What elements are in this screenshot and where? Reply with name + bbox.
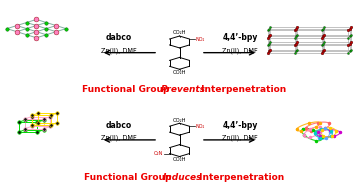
Text: Zn(II), DMF: Zn(II), DMF — [101, 135, 136, 141]
Text: dabco: dabco — [106, 121, 132, 130]
Text: Zn(II), DMF: Zn(II), DMF — [223, 135, 258, 141]
Text: Interpenetration: Interpenetration — [196, 173, 284, 182]
Text: 4,4’-bpy: 4,4’-bpy — [223, 33, 258, 42]
Text: CO₂H: CO₂H — [173, 117, 186, 122]
Text: NO₂: NO₂ — [196, 124, 205, 129]
Text: O₂N: O₂N — [153, 151, 163, 156]
Text: CO₂H: CO₂H — [173, 30, 186, 35]
Text: 4,4’-bpy: 4,4’-bpy — [223, 121, 258, 130]
Text: Functional Group: Functional Group — [82, 85, 172, 94]
Text: CO₂H: CO₂H — [173, 157, 186, 162]
Text: NO₂: NO₂ — [196, 36, 205, 42]
Text: Zn(II), DMF: Zn(II), DMF — [101, 47, 136, 54]
Text: dabco: dabco — [106, 33, 132, 42]
Text: Zn(II), DMF: Zn(II), DMF — [223, 47, 258, 54]
Text: Functional Group: Functional Group — [84, 173, 175, 182]
Text: Interpenetration: Interpenetration — [198, 85, 286, 94]
Text: CO₂H: CO₂H — [173, 70, 186, 75]
Text: Prevents: Prevents — [161, 85, 206, 94]
Text: Induces: Induces — [163, 173, 203, 182]
